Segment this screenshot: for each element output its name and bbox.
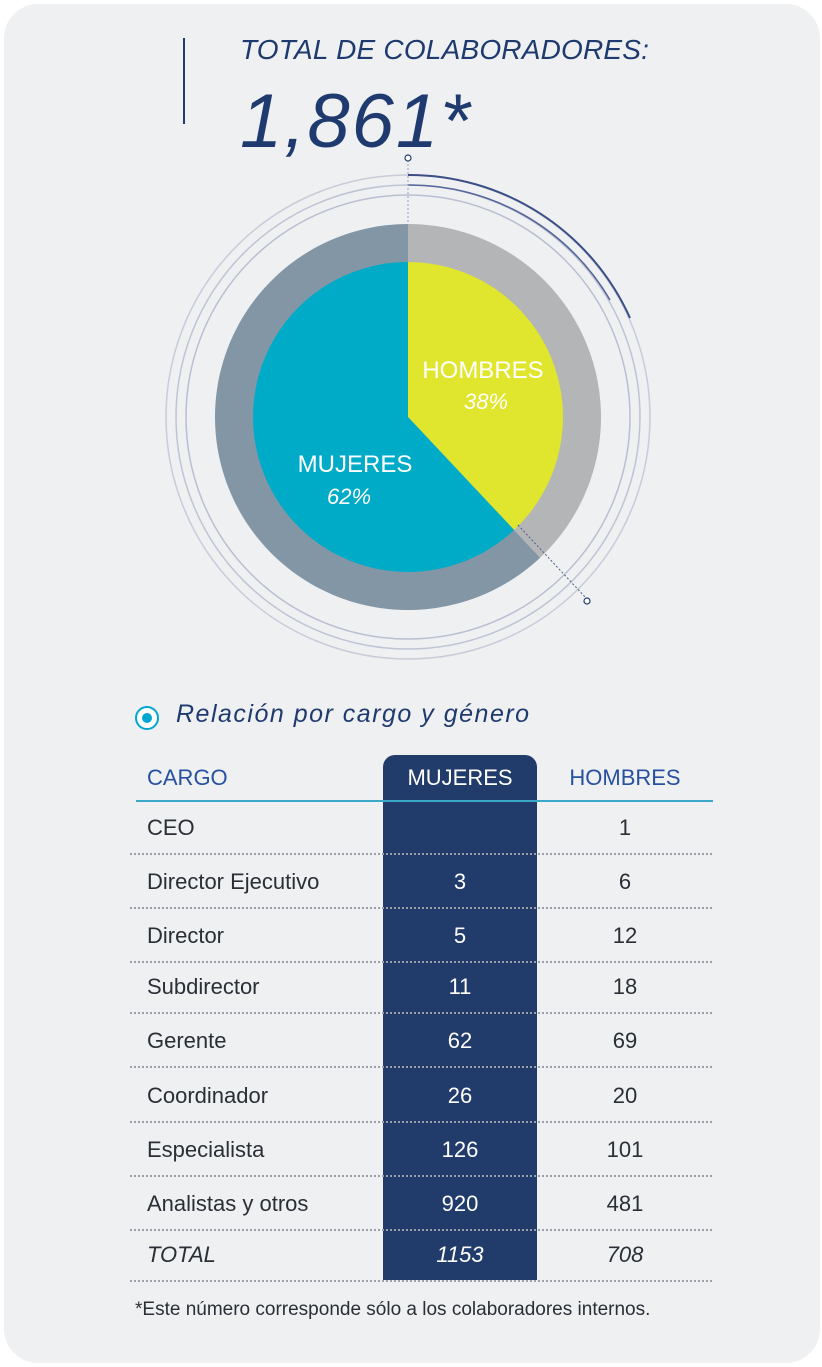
mujeres-label: MUJERES	[298, 451, 413, 478]
row-divider	[130, 1121, 712, 1123]
cell-cargo: Coordinador	[147, 1083, 269, 1108]
table-row: Subdirector 11 18	[130, 962, 712, 1014]
cell-mujeres: 26	[447, 1083, 473, 1108]
table-row-total: TOTAL 1153 708	[130, 1230, 712, 1282]
cell-hombres: 18	[612, 974, 638, 999]
table-row: Gerente 62 69	[130, 1016, 712, 1068]
column-header-mujeres: MUJERES	[407, 765, 513, 790]
row-divider	[130, 1280, 712, 1282]
cell-cargo: TOTAL	[147, 1242, 216, 1267]
leader-dot-bottom	[583, 597, 591, 605]
cell-cargo: Analistas y otros	[147, 1191, 309, 1216]
row-divider	[130, 1175, 712, 1177]
cell-mujeres: 920	[441, 1191, 479, 1216]
table-row: CEO 1	[130, 803, 712, 855]
table-row: Analistas y otros 920 481	[130, 1179, 712, 1231]
pie-slice-mujeres	[252, 261, 515, 572]
cell-cargo: Gerente	[147, 1028, 227, 1053]
mujeres-percent: 62%	[327, 484, 371, 509]
table-row: Director 5 12	[130, 911, 712, 963]
cell-hombres: 481	[606, 1191, 644, 1216]
row-divider	[130, 1066, 712, 1068]
cell-hombres: 708	[606, 1242, 644, 1267]
mujeres-column-highlight	[383, 755, 537, 1280]
donut-slices	[214, 224, 601, 610]
row-divider	[130, 853, 712, 855]
cell-hombres: 20	[612, 1083, 638, 1108]
cell-mujeres: 62	[447, 1028, 473, 1053]
row-divider	[130, 1229, 712, 1231]
row-divider	[130, 961, 712, 963]
cell-hombres: 6	[618, 869, 632, 894]
leader-dot-top	[404, 154, 412, 162]
pie-slice-hombres	[408, 262, 564, 530]
cell-cargo: Director Ejecutivo	[147, 869, 320, 894]
cell-mujeres: 3	[453, 869, 467, 894]
leader-line-bottom	[517, 524, 587, 599]
column-header-cargo: CARGO	[147, 765, 228, 790]
cell-hombres: 12	[612, 923, 638, 948]
section-bullet-icon	[135, 706, 159, 730]
total-title: TOTAL DE COLABORADORES:	[240, 34, 650, 65]
column-header-hombres: HOMBRES	[569, 765, 681, 790]
row-divider	[130, 1012, 712, 1014]
title-accent-line	[183, 38, 185, 124]
row-divider	[130, 907, 712, 909]
cell-mujeres: 126	[441, 1137, 479, 1162]
cell-mujeres: 11	[448, 974, 472, 999]
cell-cargo: Subdirector	[147, 974, 260, 999]
table-row: Especialista 126 101	[130, 1125, 712, 1177]
gender-donut-chart: HOMBRES 38% MUJERES 62%	[165, 154, 651, 660]
table-row: Director Ejecutivo 3 6	[130, 857, 712, 909]
footnote: *Este número corresponde sólo a los cola…	[135, 1299, 651, 1320]
cell-hombres: 69	[612, 1028, 638, 1053]
cell-hombres: 101	[606, 1137, 644, 1162]
cell-cargo: Director	[147, 923, 225, 948]
table-row: Coordinador 26 20	[130, 1071, 712, 1123]
cell-hombres: 1	[618, 815, 632, 840]
cell-mujeres: 1153	[436, 1242, 484, 1267]
cell-mujeres: 5	[453, 923, 467, 948]
section-title: Relación por cargo y género	[176, 700, 531, 728]
total-value: 1,861*	[240, 79, 472, 164]
hombres-label: HOMBRES	[422, 357, 543, 384]
cell-cargo: CEO	[147, 815, 195, 840]
hombres-percent: 38%	[464, 389, 508, 414]
header-underline	[136, 800, 713, 802]
cell-cargo: Especialista	[147, 1137, 265, 1162]
